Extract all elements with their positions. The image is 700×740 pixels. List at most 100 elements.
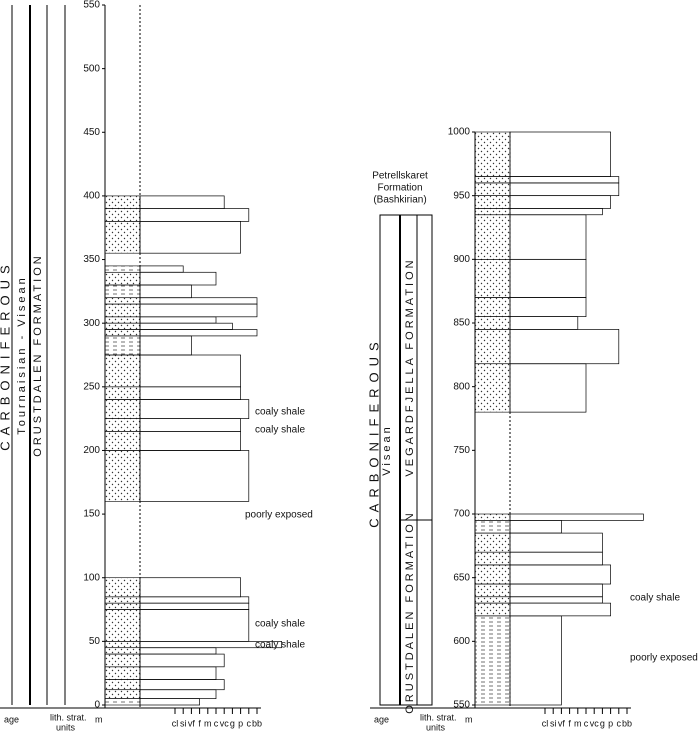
tick-label: 900: [453, 254, 470, 265]
lithology: [104, 698, 141, 706]
bed-profile: [139, 399, 250, 419]
grain-label: g: [230, 718, 235, 728]
lithology: [474, 208, 511, 216]
bed-profile: [139, 647, 217, 655]
tick-label: 200: [83, 445, 100, 456]
tick-label: 950: [453, 190, 470, 201]
bed-profile: [509, 602, 611, 617]
lithology: [104, 653, 141, 668]
lithology: [474, 176, 511, 184]
grain-label: p: [238, 718, 243, 728]
lithology: [104, 271, 141, 286]
lithology: [104, 386, 141, 400]
annotation: poorly exposed: [630, 653, 698, 664]
tick-label: 750: [453, 445, 470, 456]
grain-label: m: [574, 718, 582, 728]
grain-label: c: [584, 718, 589, 728]
lithology: [104, 596, 141, 604]
bed-profile: [139, 303, 258, 318]
bed-profile: [139, 322, 233, 330]
tick-label: 650: [453, 572, 470, 583]
lithology: [474, 615, 511, 706]
bed-profile: [509, 520, 562, 534]
bed-profile: [509, 513, 644, 521]
column-label: age: [374, 714, 389, 724]
bed-profile: [509, 176, 620, 184]
lithology: [474, 363, 511, 413]
unit-label: Tournaisian - Visean: [16, 275, 28, 434]
grain-label: si: [550, 718, 557, 728]
annotation: coaly shale: [255, 619, 305, 630]
tick-label: 800: [453, 381, 470, 392]
grain-label: vf: [558, 718, 566, 728]
bed-profile: [139, 297, 258, 305]
lithology: [474, 532, 511, 553]
bed-profile: [509, 615, 562, 706]
bed-profile: [509, 596, 603, 604]
column-label: m: [465, 714, 473, 724]
lithology: [104, 679, 141, 691]
lithology: [474, 182, 511, 196]
bed-profile: [139, 609, 250, 642]
bed-profile: [139, 418, 241, 432]
grain-label: vf: [188, 718, 196, 728]
unit-label: CARBONIFEROUS: [366, 336, 381, 527]
bed-profile: [509, 214, 587, 260]
lithology: [474, 564, 511, 585]
unit-label: Visean: [381, 424, 393, 475]
bed-profile: [139, 265, 184, 273]
lithology: [104, 221, 141, 254]
lithology: [104, 329, 141, 337]
column-label: m: [95, 714, 103, 724]
lithology: [474, 195, 511, 209]
bed-profile: [139, 316, 217, 324]
bed-profile: [509, 297, 587, 317]
tick-label: 50: [89, 636, 101, 647]
grain-label: c: [247, 718, 252, 728]
tick-label: 250: [83, 381, 100, 392]
bed-profile: [509, 551, 603, 566]
tick-label: 600: [453, 636, 470, 647]
lithology: [474, 551, 511, 566]
lithology: [474, 602, 511, 617]
column-label: units: [426, 722, 446, 732]
lithology: [104, 602, 141, 610]
unit-label: ORUSTDALEN FORMATION: [32, 253, 44, 456]
lithology: [104, 647, 141, 655]
lithology: [104, 641, 141, 649]
lithology: [474, 259, 511, 298]
bed-profile: [139, 329, 258, 337]
lithology: [104, 265, 141, 273]
grain-label: cl: [172, 718, 179, 728]
header-label: (Bashkirian): [373, 195, 426, 206]
bed-profile: [139, 653, 225, 668]
lithology: [104, 399, 141, 419]
header-label: Formation: [377, 183, 422, 194]
bed-profile: [509, 258, 587, 298]
bed-profile: [139, 689, 217, 699]
bed-profile: [509, 583, 603, 598]
tick-label: 150: [83, 509, 100, 520]
lithology: [104, 316, 141, 324]
tick-label: 550: [83, 0, 100, 11]
bed-profile: [139, 271, 217, 286]
bed-profile: [139, 698, 200, 706]
column-label: age: [4, 714, 19, 724]
bed-profile: [509, 182, 620, 197]
bed-profile: [509, 316, 579, 330]
tick-label: 350: [83, 254, 100, 265]
bed-profile: [139, 679, 225, 691]
lithology: [474, 583, 511, 598]
lithology: [474, 297, 511, 317]
lithology: [474, 131, 511, 177]
bed-profile: [139, 284, 192, 299]
bed-profile: [139, 450, 250, 502]
tick-label: 0: [94, 700, 100, 711]
lithology: [104, 322, 141, 330]
unit-label: ORUSTDALEN FORMATION: [404, 510, 416, 713]
lithology: [104, 208, 141, 222]
tick-label: 100: [83, 572, 100, 583]
tick-label: 500: [83, 63, 100, 74]
bed-profile: [139, 431, 241, 451]
